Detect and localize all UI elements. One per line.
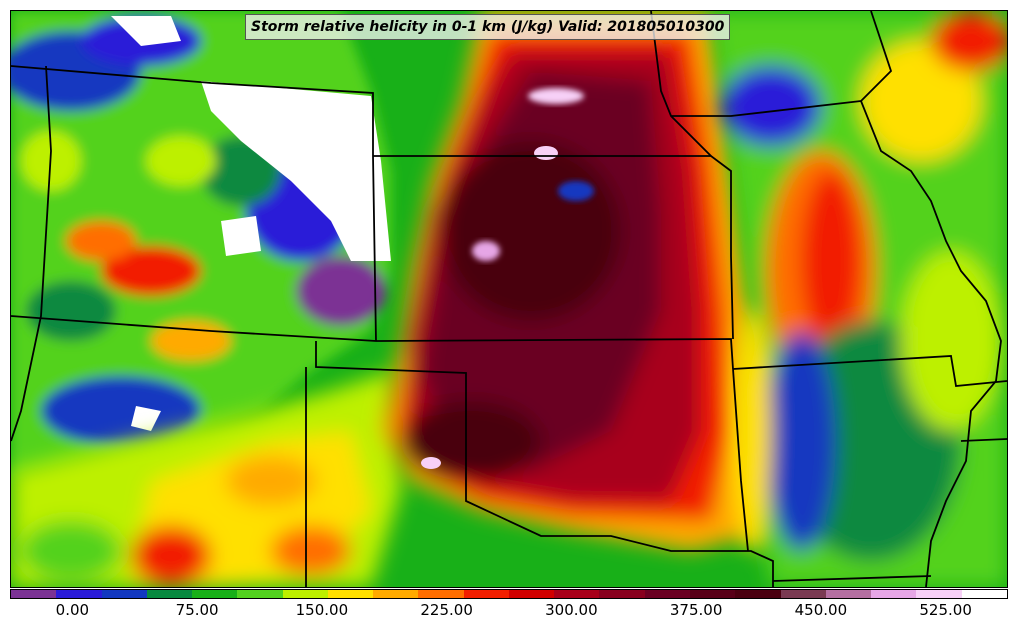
colorbar-swatch: [282, 590, 328, 598]
colorbar-swatch: [373, 590, 419, 598]
colorbar-swatch: [916, 590, 962, 598]
colorbar-swatch: [101, 590, 147, 598]
color-scale-bar: [10, 589, 1008, 599]
colorbar-tick-label: 150.00: [295, 601, 349, 619]
colorbar-tick-label: 300.00: [545, 601, 598, 619]
colorbar-swatch: [825, 590, 872, 598]
colorbar-tick-label: 0.00: [55, 601, 90, 619]
map-panel: [10, 10, 1008, 588]
colorbar-tick-label: 375.00: [669, 601, 723, 619]
helicity-map: [11, 11, 1007, 587]
colorbar-swatch: [961, 590, 1007, 598]
colorbar-swatch: [146, 590, 193, 598]
colorbar-swatch: [599, 590, 645, 598]
colorbar-swatch: [735, 590, 781, 598]
colorbar-swatch: [11, 590, 57, 598]
colorbar-swatch: [237, 590, 283, 598]
colorbar-tick-label: 75.00: [175, 601, 219, 619]
colorbar-swatch: [780, 590, 826, 598]
colorbar-swatch: [418, 590, 464, 598]
colorbar-swatch: [327, 590, 374, 598]
colorbar-tick-label: 525.00: [919, 601, 972, 619]
colorbar-swatch: [508, 590, 555, 598]
white-areas: [111, 16, 391, 431]
map-title: Storm relative helicity in 0-1 km (J/kg)…: [245, 14, 731, 40]
helicity-core: [381, 11, 771, 551]
colorbar-swatch: [56, 590, 102, 598]
colorbar-swatch: [689, 590, 736, 598]
colorbar-swatch: [554, 590, 600, 598]
colorbar-swatch: [463, 590, 509, 598]
colorbar-swatch: [871, 590, 917, 598]
state-boundaries: [11, 11, 1007, 587]
eastern-field: [711, 11, 1007, 587]
colorbar-swatch: [644, 590, 690, 598]
southwest-band: [11, 371, 401, 587]
colorbar-tick-label: 450.00: [794, 601, 848, 619]
colorbar-tick-label: 225.00: [420, 601, 473, 619]
color-scale-ticks: 0.00 75.00 150.00 225.00 300.00 375.00 450.00 5…: [10, 601, 1008, 629]
colorbar-swatch: [192, 590, 238, 598]
